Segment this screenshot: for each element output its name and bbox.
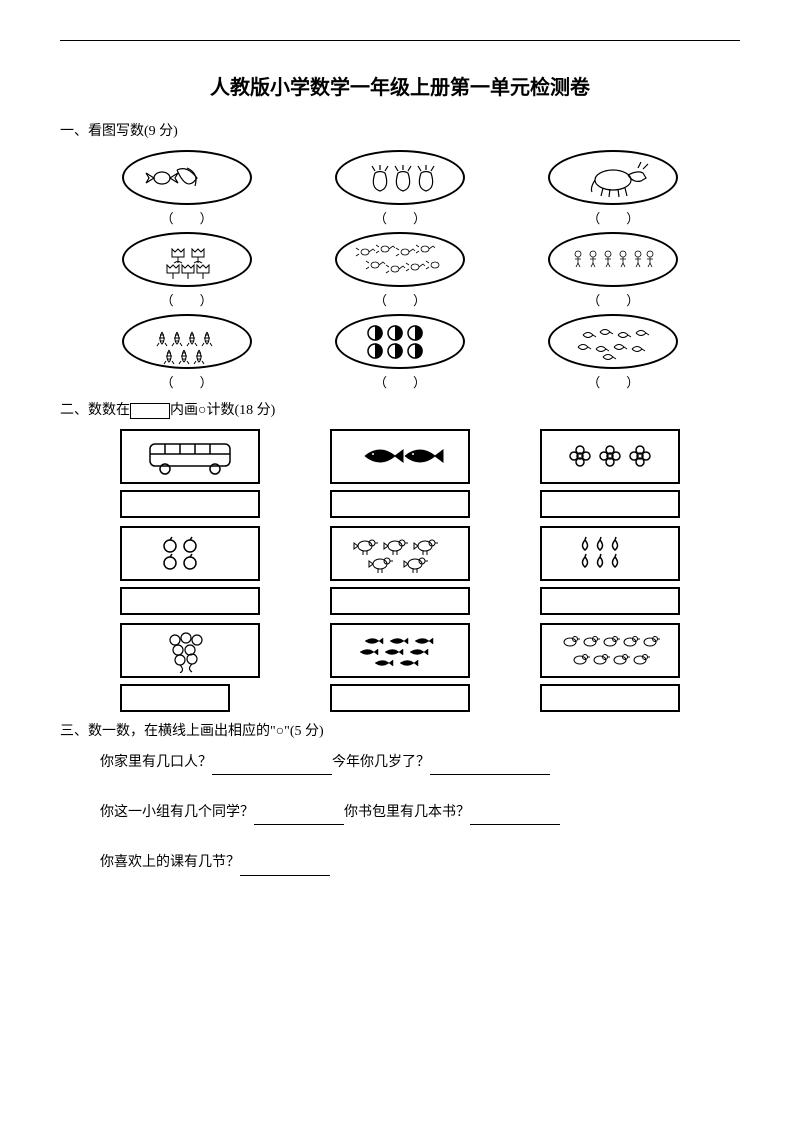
answer-box[interactable] — [330, 587, 470, 615]
answer-line[interactable] — [254, 809, 344, 825]
q3-line-3: 你喜欢上的课有几节？ — [100, 850, 740, 875]
rect-bus — [120, 429, 260, 484]
answer-blank[interactable]: （ ） — [587, 208, 639, 227]
rect-item — [330, 623, 470, 712]
q3-2b: 你书包里有几本书？ — [344, 805, 470, 820]
rect-flowers — [540, 429, 680, 484]
answer-blank[interactable]: （ ） — [587, 290, 639, 309]
answer-line[interactable] — [240, 860, 330, 876]
oval-item: （ ） — [538, 150, 688, 227]
rect-item — [120, 429, 260, 518]
answer-blank[interactable]: （ ） — [587, 372, 639, 391]
answer-blank[interactable]: （ ） — [161, 208, 213, 227]
rect-item — [120, 526, 260, 615]
answer-blank[interactable]: （ ） — [374, 290, 426, 309]
rect-item — [540, 429, 680, 518]
q3-line-2: 你这一小组有几个同学？ 你书包里有几本书？ — [100, 800, 740, 825]
answer-box[interactable] — [120, 490, 260, 518]
rect-small-fish — [330, 623, 470, 678]
page-title: 人教版小学数学一年级上册第一单元检测卷 — [60, 71, 740, 100]
answer-box[interactable] — [540, 587, 680, 615]
oval-item: （ ） — [325, 232, 475, 309]
answer-blank[interactable]: （ ） — [374, 208, 426, 227]
answer-blank[interactable]: （ ） — [161, 290, 213, 309]
rect-item — [540, 526, 680, 615]
rect-chickens — [330, 526, 470, 581]
answer-box[interactable] — [120, 587, 260, 615]
q3-line-1: 你家里有几口人？ 今年你几岁了？ — [100, 750, 740, 775]
s2-post: 内画○计数(18 分) — [170, 403, 275, 418]
rect-balloons — [120, 623, 260, 678]
rect-item — [330, 526, 470, 615]
oval-balls — [335, 314, 465, 369]
q3-1b: 今年你几岁了？ — [332, 755, 430, 770]
oval-bugs — [335, 232, 465, 287]
answer-blank[interactable]: （ ） — [161, 372, 213, 391]
rect-row — [100, 623, 700, 712]
answer-box[interactable] — [540, 490, 680, 518]
oval-row-2: （ ） （ ） — [60, 232, 740, 309]
s2-pre: 二、数数在 — [60, 403, 130, 418]
rect-grid — [60, 429, 740, 712]
answer-box[interactable] — [540, 684, 680, 712]
section-2-header: 二、数数在 内画○计数(18 分) — [60, 399, 740, 419]
answer-box[interactable] — [330, 684, 470, 712]
oval-row-3: （ ） （ ） — [60, 314, 740, 391]
rect-fish — [330, 429, 470, 484]
answer-line[interactable] — [470, 809, 560, 825]
oval-kids — [548, 232, 678, 287]
answer-blank[interactable]: （ ） — [374, 372, 426, 391]
rect-apples — [120, 526, 260, 581]
answer-line[interactable] — [430, 759, 550, 775]
rect-item — [540, 623, 680, 712]
q3-3a: 你喜欢上的课有几节？ — [100, 855, 240, 870]
section-1-header: 一、看图写数(9 分) — [60, 120, 740, 140]
oval-candy — [122, 150, 252, 205]
answer-box[interactable] — [330, 490, 470, 518]
oval-item: （ ） — [325, 150, 475, 227]
inline-rect-icon — [130, 403, 170, 419]
oval-tulips — [122, 232, 252, 287]
top-divider — [60, 40, 740, 41]
q3-2a: 你这一小组有几个同学？ — [100, 805, 254, 820]
oval-item: （ ） — [325, 314, 475, 391]
rect-row — [100, 429, 700, 518]
section-3-header: 三、数一数，在横线上画出相应的"○"(5 分) — [60, 720, 740, 740]
oval-strawberries — [335, 150, 465, 205]
rect-item — [120, 623, 260, 712]
q3-1a: 你家里有几口人？ — [100, 755, 212, 770]
oval-row-1: （ ） （ ） — [60, 150, 740, 227]
oval-leaves — [548, 314, 678, 369]
oval-item: （ ） — [538, 314, 688, 391]
rect-row — [100, 526, 700, 615]
rect-item — [330, 429, 470, 518]
answer-box[interactable] — [120, 684, 230, 712]
oval-corn — [122, 314, 252, 369]
answer-line[interactable] — [212, 759, 332, 775]
oval-item: （ ） — [112, 150, 262, 227]
oval-item: （ ） — [112, 232, 262, 309]
section-3-body: 你家里有几口人？ 今年你几岁了？ 你这一小组有几个同学？ 你书包里有几本书？ 你喜欢… — [60, 750, 740, 876]
rect-pears — [540, 526, 680, 581]
oval-donkey — [548, 150, 678, 205]
oval-item: （ ） — [538, 232, 688, 309]
rect-ducks — [540, 623, 680, 678]
oval-item: （ ） — [112, 314, 262, 391]
